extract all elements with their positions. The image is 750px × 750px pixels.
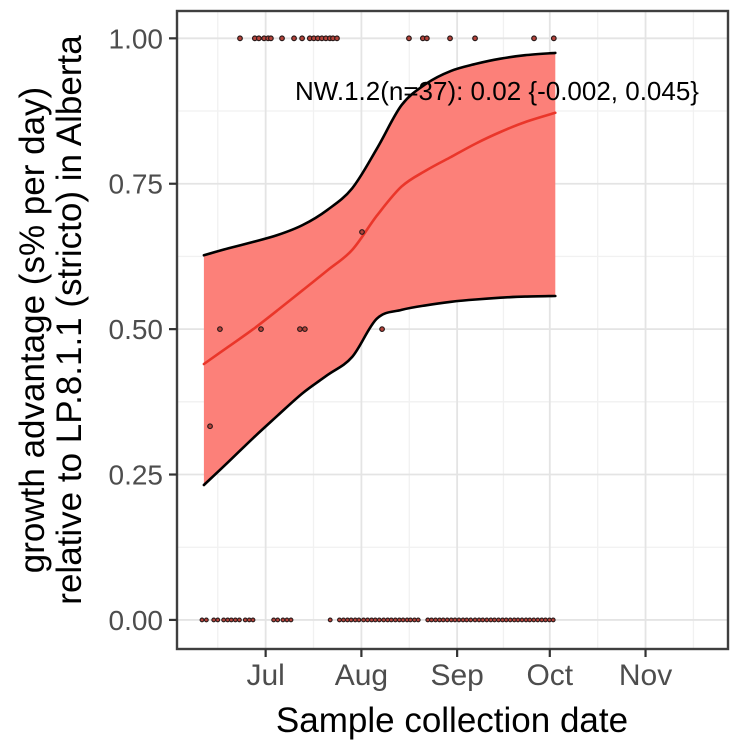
sample-point-zero — [211, 617, 217, 623]
sample-point-zero — [348, 617, 354, 623]
sample-point-zero — [388, 617, 394, 623]
sample-point-one — [334, 35, 340, 42]
x-tick-label: Aug — [335, 659, 388, 692]
sample-point-zero — [221, 617, 227, 623]
sample-point-mid — [379, 326, 385, 333]
sample-point-zero — [361, 617, 366, 623]
band-lower-boundary-line — [202, 294, 557, 487]
sample-point-zero — [519, 617, 525, 623]
sample-point-zero — [228, 617, 234, 623]
sample-point-zero — [429, 617, 434, 623]
sample-point-zero — [456, 617, 462, 623]
sample-point-one — [406, 35, 412, 42]
sample-point-zero — [250, 617, 256, 623]
sample-point-one — [447, 35, 453, 42]
sample-point-zero — [444, 617, 450, 623]
x-tick-label: Nov — [619, 659, 672, 692]
sample-point-zero — [507, 617, 513, 623]
sample-point-zero — [492, 617, 497, 623]
sample-point-one — [291, 35, 297, 42]
sample-point-zero — [408, 617, 413, 623]
sample-point-zero — [496, 617, 501, 623]
y-tick-label: 1.00 — [109, 23, 164, 54]
sample-point-mid — [258, 326, 264, 333]
x-tick-label: Jul — [246, 659, 284, 692]
sample-point-zero — [236, 617, 242, 623]
sample-point-zero — [372, 617, 378, 623]
sample-point-zero — [503, 617, 509, 623]
x-tick-label: Oct — [526, 659, 573, 692]
sample-point-zero — [381, 617, 387, 623]
y-tick-label: 0.25 — [109, 460, 164, 491]
sample-point-zero — [356, 617, 362, 623]
sample-point-zero — [472, 617, 478, 623]
sample-point-zero — [468, 617, 474, 623]
axes-layer: 0.00 0.25 0.50 0.75 1.00 Jul Aug Sep Oct Nov — [109, 9, 730, 692]
sample-point-zero — [550, 617, 556, 623]
sample-point-zero — [275, 617, 281, 623]
estimate-annotation: NW.1.2(n=37): 0.02 {-0.002, 0.045} — [295, 76, 699, 106]
confidence-band-layer — [202, 51, 557, 487]
sample-point-zero — [415, 617, 421, 623]
sample-point-mid — [217, 326, 223, 333]
sample-point-one — [255, 35, 262, 42]
sample-point-zero — [365, 617, 371, 623]
y-axis-title-line2: relative to LP.8.1.1 (stricto) in Albert… — [50, 35, 89, 605]
sample-point-zero — [464, 617, 470, 623]
sample-point-zero — [480, 617, 486, 623]
sample-point-zero — [535, 617, 541, 623]
sample-point-zero — [376, 617, 382, 623]
sample-point-zero — [242, 617, 248, 623]
band-upper-boundary-line — [202, 51, 557, 257]
fit-mean-line — [202, 111, 557, 366]
sample-point-zero — [215, 617, 221, 623]
y-tick-label: 0.50 — [109, 314, 164, 345]
sample-point-zero — [280, 617, 286, 623]
x-axis-title: Sample collection date — [276, 701, 628, 740]
sample-point-one — [267, 35, 274, 42]
sample-point-one — [550, 35, 557, 42]
sample-point-zero — [515, 617, 521, 623]
sample-point-zero — [440, 617, 446, 623]
sample-point-one — [423, 35, 430, 42]
sample-point-one — [299, 35, 305, 42]
confidence-band — [203, 52, 556, 486]
sample-point-one — [472, 35, 478, 42]
sample-point-mid — [207, 423, 213, 430]
y-tick-label: 0.00 — [109, 605, 164, 636]
sample-point-zero — [531, 617, 537, 623]
sample-point-zero — [199, 617, 205, 623]
sample-point-zero — [271, 617, 277, 623]
sample-point-mid — [359, 229, 365, 235]
sample-point-one — [237, 35, 243, 42]
sample-point-zero — [392, 617, 398, 623]
sample-point-zero — [288, 617, 294, 623]
x-tick-label: Sep — [430, 659, 483, 692]
sample-point-zero — [433, 617, 438, 623]
sample-point-zero — [232, 617, 238, 623]
sample-point-zero — [337, 617, 342, 623]
y-axis-title-line1: growth advantage (s% per day) — [13, 87, 52, 573]
sample-point-zero — [327, 617, 333, 623]
sample-point-zero — [452, 617, 458, 623]
sample-point-zero — [341, 617, 346, 623]
sample-point-mid — [297, 326, 303, 333]
sample-point-zero — [284, 617, 290, 623]
sample-point-zero — [543, 617, 548, 623]
sample-point-zero — [484, 617, 490, 623]
data-points-layer — [199, 35, 557, 623]
y-tick-label: 0.75 — [109, 169, 164, 200]
sample-point-zero — [203, 617, 209, 623]
sample-point-zero — [527, 617, 533, 623]
sample-point-zero — [400, 617, 406, 623]
sample-point-one — [531, 35, 537, 42]
sample-point-one — [279, 35, 285, 42]
sample-point-mid — [301, 326, 308, 333]
